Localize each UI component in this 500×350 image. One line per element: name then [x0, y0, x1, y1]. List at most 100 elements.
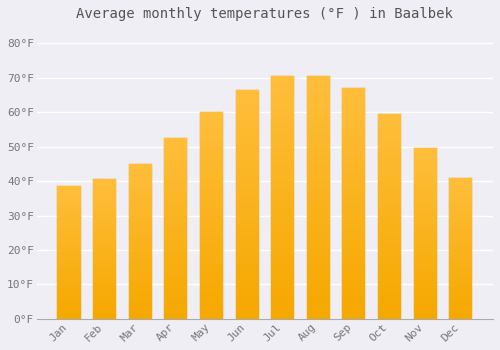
Bar — [236, 159, 258, 166]
Bar — [449, 197, 472, 201]
Bar — [306, 157, 330, 165]
Bar — [58, 284, 80, 288]
Bar — [449, 178, 472, 319]
Bar — [449, 225, 472, 230]
Bar — [164, 289, 188, 295]
Bar — [236, 189, 258, 197]
Bar — [306, 230, 330, 238]
Bar — [342, 188, 365, 196]
Bar — [271, 84, 294, 92]
Bar — [378, 175, 401, 182]
Bar — [128, 164, 152, 319]
Bar — [449, 239, 472, 244]
Bar — [378, 114, 401, 121]
Bar — [200, 195, 223, 202]
Bar — [93, 277, 116, 282]
Bar — [236, 288, 258, 296]
Bar — [449, 258, 472, 262]
Bar — [306, 254, 330, 262]
Bar — [306, 181, 330, 189]
Bar — [93, 305, 116, 310]
Bar — [200, 174, 223, 181]
Bar — [342, 273, 365, 280]
Bar — [271, 262, 294, 270]
Bar — [378, 237, 401, 244]
Bar — [378, 305, 401, 312]
Bar — [58, 288, 80, 292]
Bar — [236, 113, 258, 120]
Bar — [414, 222, 436, 228]
Bar — [449, 314, 472, 319]
Bar — [271, 303, 294, 311]
Bar — [378, 134, 401, 141]
Bar — [271, 100, 294, 108]
Bar — [414, 296, 436, 302]
Bar — [449, 267, 472, 272]
Bar — [58, 310, 80, 314]
Bar — [58, 275, 80, 279]
Bar — [164, 138, 188, 144]
Bar — [200, 285, 223, 291]
Bar — [200, 305, 223, 312]
Bar — [93, 207, 116, 212]
Bar — [164, 144, 188, 150]
Bar — [236, 296, 258, 304]
Bar — [164, 247, 188, 253]
Bar — [93, 203, 116, 207]
Bar — [271, 270, 294, 279]
Bar — [414, 239, 436, 245]
Bar — [236, 105, 258, 113]
Bar — [306, 84, 330, 92]
Bar — [449, 262, 472, 267]
Bar — [200, 250, 223, 257]
Bar — [414, 177, 436, 183]
Bar — [200, 147, 223, 154]
Bar — [306, 165, 330, 173]
Bar — [342, 303, 365, 311]
Bar — [414, 285, 436, 290]
Bar — [342, 142, 365, 150]
Bar — [236, 197, 258, 204]
Bar — [93, 291, 116, 296]
Bar — [342, 219, 365, 227]
Bar — [236, 182, 258, 189]
Bar — [306, 173, 330, 181]
Bar — [306, 287, 330, 295]
Bar — [342, 311, 365, 319]
Bar — [200, 229, 223, 236]
Bar — [200, 243, 223, 250]
Bar — [236, 90, 258, 319]
Bar — [342, 280, 365, 288]
Bar — [164, 180, 188, 186]
Bar — [342, 196, 365, 204]
Bar — [271, 76, 294, 319]
Bar — [306, 125, 330, 133]
Bar — [378, 128, 401, 134]
Bar — [128, 309, 152, 314]
Bar — [128, 262, 152, 267]
Bar — [93, 240, 116, 245]
Bar — [306, 246, 330, 254]
Bar — [58, 261, 80, 266]
Bar — [128, 200, 152, 205]
Bar — [271, 165, 294, 173]
Bar — [93, 272, 116, 277]
Bar — [449, 276, 472, 281]
Bar — [414, 262, 436, 268]
Bar — [414, 313, 436, 319]
Bar — [271, 133, 294, 141]
Bar — [236, 166, 258, 174]
Bar — [236, 212, 258, 220]
Bar — [128, 267, 152, 272]
Bar — [271, 141, 294, 149]
Bar — [128, 298, 152, 303]
Bar — [414, 245, 436, 251]
Bar — [414, 228, 436, 234]
Bar — [93, 189, 116, 194]
Bar — [236, 151, 258, 159]
Bar — [414, 251, 436, 257]
Bar — [449, 230, 472, 234]
Bar — [93, 249, 116, 254]
Bar — [449, 281, 472, 286]
Bar — [449, 192, 472, 197]
